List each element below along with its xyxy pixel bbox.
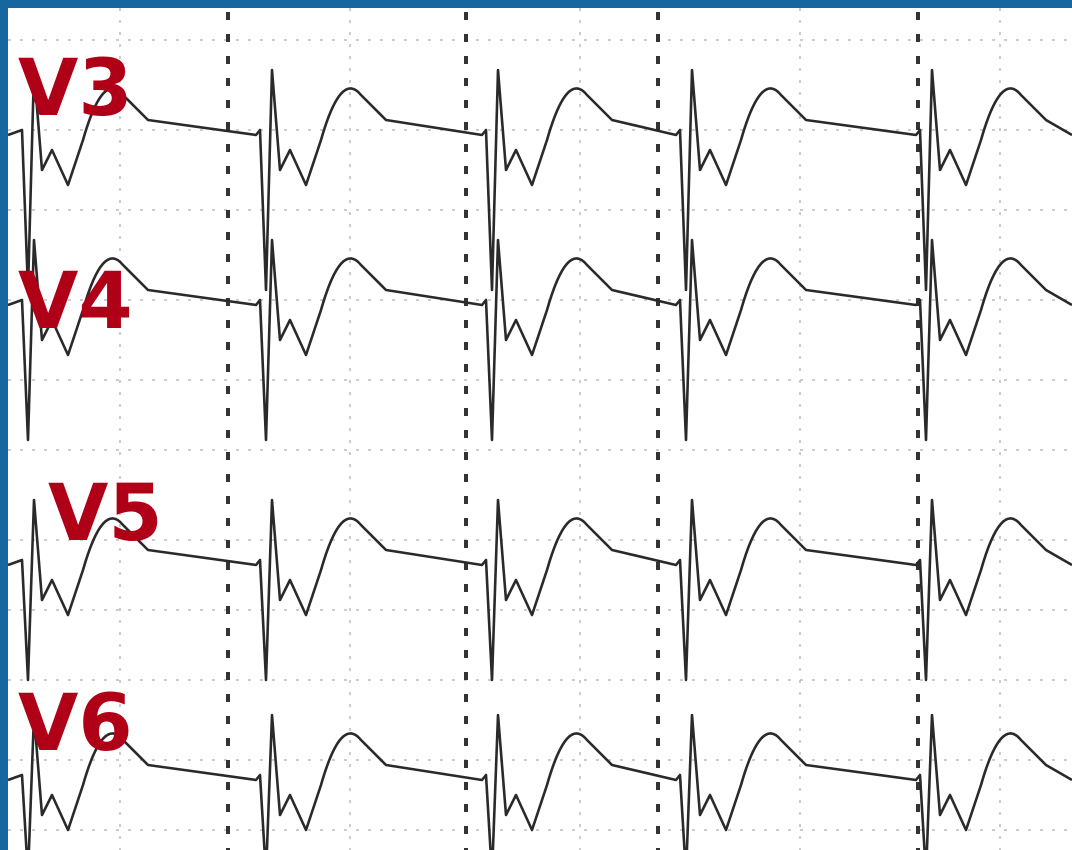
ecg-strip: V3 V4 V5 V6 bbox=[0, 0, 1072, 850]
page: V3 V4 V5 V6 (() => { const data = JSON.p… bbox=[0, 0, 1072, 850]
lead-label: V3 bbox=[18, 44, 133, 134]
lead-label: V6 bbox=[18, 679, 133, 769]
lead-label: V5 bbox=[48, 469, 163, 559]
lead-label: V4 bbox=[18, 257, 133, 347]
